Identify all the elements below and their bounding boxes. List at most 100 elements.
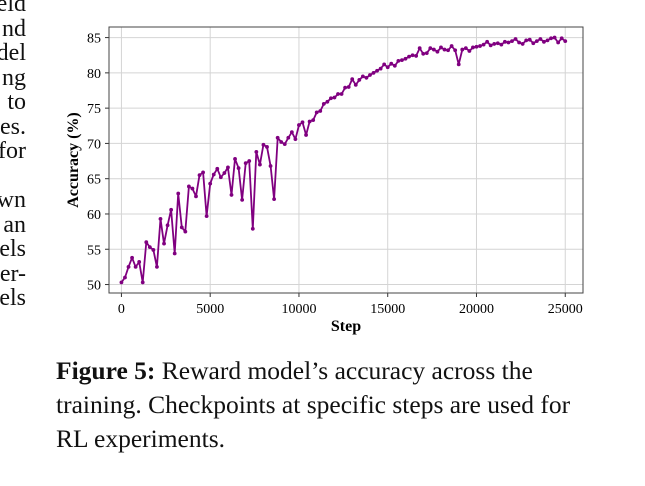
data-point xyxy=(364,75,369,80)
accuracy-line xyxy=(120,36,566,284)
left-column-line: ng xyxy=(2,64,26,91)
data-point xyxy=(218,175,223,180)
left-column-line: nd xyxy=(2,15,26,42)
data-point xyxy=(417,46,422,51)
data-point xyxy=(176,191,181,196)
data-point xyxy=(282,142,287,147)
data-point xyxy=(542,39,546,44)
data-point xyxy=(229,193,234,197)
data-point xyxy=(190,186,195,191)
data-point xyxy=(243,161,248,166)
data-point xyxy=(179,225,184,230)
data-point xyxy=(378,66,383,71)
data-point xyxy=(147,245,152,250)
data-point xyxy=(424,51,429,56)
x-tick-label: 20000 xyxy=(459,302,494,317)
data-point xyxy=(339,92,344,96)
y-tick-label: 75 xyxy=(87,102,101,117)
data-point xyxy=(144,240,149,245)
y-tick-label: 65 xyxy=(87,173,101,188)
y-tick-label: 70 xyxy=(87,137,101,152)
x-tick-label: 15000 xyxy=(370,302,405,317)
data-point xyxy=(538,37,543,41)
data-point xyxy=(165,223,170,228)
data-point xyxy=(435,49,440,54)
data-point xyxy=(481,42,486,47)
data-point xyxy=(311,118,316,123)
data-point xyxy=(204,214,209,218)
data-point xyxy=(485,39,490,44)
data-point xyxy=(467,49,472,53)
data-point xyxy=(346,85,351,89)
left-column-line: eld xyxy=(0,0,26,17)
left-column-line: es. xyxy=(0,113,26,140)
data-point xyxy=(240,197,245,202)
data-point xyxy=(360,74,365,79)
data-point xyxy=(119,280,124,285)
data-point xyxy=(201,170,205,175)
data-point xyxy=(545,38,550,43)
data-point xyxy=(357,78,362,82)
data-point xyxy=(233,157,237,161)
data-point xyxy=(268,164,273,168)
data-point xyxy=(140,280,145,285)
left-column-line: er- xyxy=(0,260,26,287)
data-point xyxy=(211,172,216,177)
data-point xyxy=(321,102,326,106)
data-point xyxy=(133,264,138,269)
data-point xyxy=(520,42,525,46)
left-column-line: els xyxy=(0,236,26,262)
data-point xyxy=(453,48,458,53)
data-point xyxy=(524,38,529,43)
series-group xyxy=(119,35,568,285)
data-point xyxy=(407,54,411,59)
data-point xyxy=(488,43,493,48)
data-point xyxy=(495,41,500,46)
data-point xyxy=(439,45,443,50)
data-point xyxy=(314,110,319,115)
data-point xyxy=(297,123,301,127)
plot-frame xyxy=(108,26,584,294)
data-point xyxy=(275,135,280,140)
data-point xyxy=(446,48,450,53)
data-point xyxy=(332,95,337,100)
data-point xyxy=(563,39,568,44)
data-point xyxy=(304,133,308,137)
x-tick-label: 25000 xyxy=(548,302,583,317)
y-tick-label: 85 xyxy=(87,32,101,47)
left-column-line: an xyxy=(3,211,26,238)
data-point xyxy=(527,37,532,42)
x-tick-label: 5000 xyxy=(196,302,224,317)
data-point xyxy=(307,119,312,124)
data-point xyxy=(382,62,387,67)
data-point xyxy=(194,194,198,199)
data-point xyxy=(197,173,202,178)
y-axis: 50 55 60 65 70 75 80 85 xyxy=(87,32,109,294)
data-point xyxy=(222,171,227,175)
data-point xyxy=(343,85,348,90)
left-column-line: del xyxy=(0,40,26,66)
data-point xyxy=(471,45,475,50)
data-point xyxy=(410,53,415,58)
data-point xyxy=(478,44,482,48)
data-point xyxy=(257,162,262,167)
data-point xyxy=(286,135,291,140)
y-axis-label: Accuracy (%) xyxy=(65,112,82,208)
data-point xyxy=(350,77,355,82)
data-point xyxy=(513,37,518,41)
data-point xyxy=(261,142,266,147)
accuracy-chart: 0 5000 10000 15000 20000 25000 50 55 60 65 70 75 80… xyxy=(65,26,584,335)
data-point xyxy=(126,264,131,269)
data-point xyxy=(474,44,479,49)
data-point xyxy=(236,166,241,171)
data-point xyxy=(329,96,333,101)
data-point xyxy=(169,207,174,212)
plot-border xyxy=(108,26,584,294)
data-point xyxy=(502,39,507,44)
data-point xyxy=(158,217,163,221)
data-point xyxy=(556,40,561,45)
data-point xyxy=(371,70,376,75)
data-point xyxy=(336,92,340,96)
data-point xyxy=(403,56,408,61)
data-point xyxy=(460,47,465,52)
